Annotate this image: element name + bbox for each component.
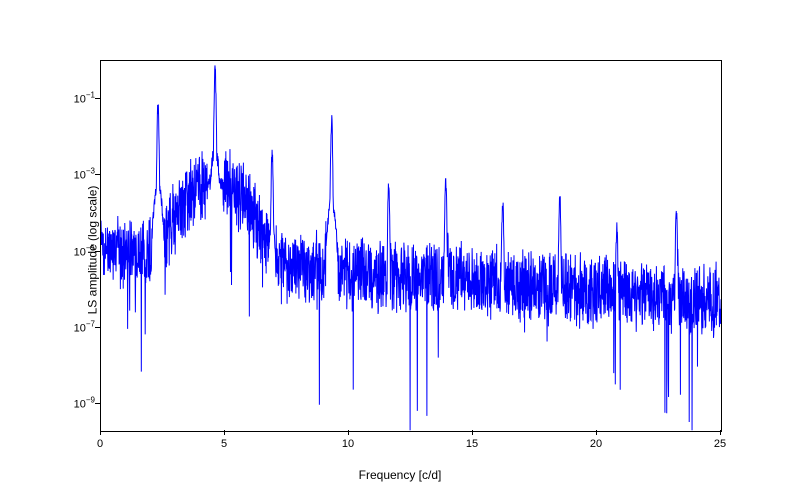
xtick-label: 25 (714, 438, 726, 450)
ytick-label: 10−9 (60, 396, 95, 411)
plot-area (100, 60, 722, 432)
x-axis-label: Frequency [c/d] (359, 468, 442, 482)
xtick-mark (472, 430, 473, 435)
ytick-mark (95, 174, 100, 175)
xtick-label: 10 (342, 438, 354, 450)
chart-container: Frequency [c/d] LS amplitude (log scale)… (0, 0, 800, 500)
spectrum-line (101, 61, 721, 431)
xtick-label: 5 (221, 438, 227, 450)
xtick-mark (596, 430, 597, 435)
ytick-mark (95, 98, 100, 99)
xtick-label: 20 (590, 438, 602, 450)
xtick-mark (348, 430, 349, 435)
ytick-label: 10−7 (60, 320, 95, 335)
ytick-label: 10−1 (60, 91, 95, 106)
xtick-mark (100, 430, 101, 435)
ytick-mark (95, 403, 100, 404)
xtick-mark (720, 430, 721, 435)
xtick-label: 0 (97, 438, 103, 450)
xtick-mark (224, 430, 225, 435)
ytick-mark (95, 251, 100, 252)
xtick-label: 15 (466, 438, 478, 450)
ytick-label: 10−3 (60, 167, 95, 182)
ytick-label: 10−5 (60, 243, 95, 258)
ytick-mark (95, 327, 100, 328)
